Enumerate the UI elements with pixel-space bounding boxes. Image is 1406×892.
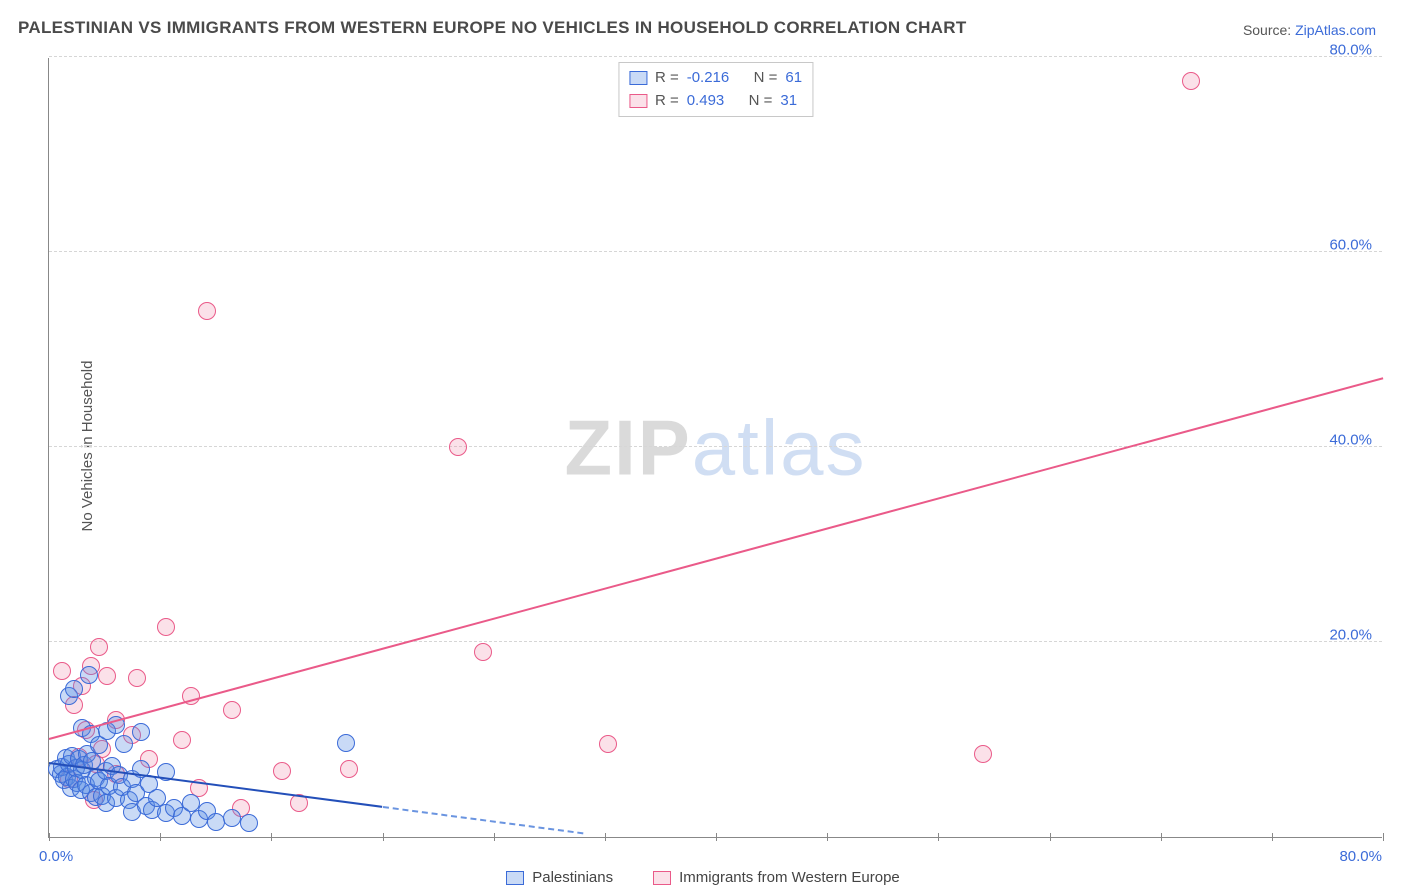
x-axis-max-label: 80.0% (1339, 848, 1382, 865)
data-point-pink (198, 302, 216, 320)
corr-row-blue: R = -0.216 N = 61 (629, 67, 802, 90)
data-point-blue (115, 735, 133, 753)
gridline (49, 641, 1382, 642)
data-point-pink (474, 643, 492, 661)
y-tick-label: 80.0% (1329, 42, 1372, 59)
n-label: N = (749, 90, 773, 113)
r-label: R = (655, 67, 679, 90)
data-point-pink (90, 638, 108, 656)
n-value: 31 (780, 90, 797, 113)
source-link[interactable]: ZipAtlas.com (1295, 22, 1376, 38)
r-value: -0.216 (687, 67, 730, 90)
source-label: Source: (1243, 22, 1291, 38)
x-tick (49, 833, 50, 841)
x-tick (271, 833, 272, 841)
swatch-blue-icon (629, 71, 647, 85)
chart-plot-area: ZIPatlas R = -0.216 N = 61 R = 0.493 N =… (48, 58, 1382, 838)
data-point-pink (223, 701, 241, 719)
gridline (49, 56, 1382, 57)
x-tick (1161, 833, 1162, 841)
data-point-pink (53, 662, 71, 680)
y-tick-label: 20.0% (1329, 627, 1372, 644)
data-point-pink (157, 618, 175, 636)
data-point-pink (974, 745, 992, 763)
swatch-blue-icon (506, 871, 524, 885)
x-tick (605, 833, 606, 841)
data-point-pink (98, 667, 116, 685)
data-point-pink (340, 760, 358, 778)
watermark: ZIPatlas (564, 402, 866, 493)
data-point-blue (337, 734, 355, 752)
data-point-blue (80, 666, 98, 684)
data-point-pink (173, 731, 191, 749)
x-tick (383, 833, 384, 841)
x-tick (1383, 833, 1384, 841)
x-tick (160, 833, 161, 841)
corr-row-pink: R = 0.493 N = 31 (629, 90, 802, 113)
series-legend: Palestinians Immigrants from Western Eur… (0, 869, 1406, 886)
trend-line-pink (49, 377, 1384, 740)
x-tick (938, 833, 939, 841)
x-axis-min-label: 0.0% (39, 848, 73, 865)
legend-label: Immigrants from Western Europe (679, 869, 900, 886)
legend-item-pink: Immigrants from Western Europe (653, 869, 900, 886)
data-point-blue (207, 813, 225, 831)
r-value: 0.493 (687, 90, 725, 113)
watermark-atlas: atlas (692, 403, 867, 491)
swatch-pink-icon (629, 94, 647, 108)
n-label: N = (754, 67, 778, 90)
swatch-pink-icon (653, 871, 671, 885)
data-point-pink (273, 762, 291, 780)
x-tick (1272, 833, 1273, 841)
y-tick-label: 40.0% (1329, 432, 1372, 449)
data-point-blue (182, 794, 200, 812)
x-tick (1050, 833, 1051, 841)
data-point-blue (65, 680, 83, 698)
data-point-pink (449, 438, 467, 456)
x-tick (827, 833, 828, 841)
x-tick (494, 833, 495, 841)
gridline (49, 251, 1382, 252)
x-tick (716, 833, 717, 841)
data-point-pink (1182, 72, 1200, 90)
data-point-blue (240, 814, 258, 832)
n-value: 61 (785, 67, 802, 90)
legend-label: Palestinians (532, 869, 613, 886)
chart-title: PALESTINIAN VS IMMIGRANTS FROM WESTERN E… (18, 18, 967, 38)
y-tick-label: 60.0% (1329, 237, 1372, 254)
r-label: R = (655, 90, 679, 113)
legend-item-blue: Palestinians (506, 869, 613, 886)
data-point-blue (132, 723, 150, 741)
data-point-pink (599, 735, 617, 753)
watermark-zip: ZIP (564, 403, 691, 491)
source-attribution: Source: ZipAtlas.com (1243, 22, 1376, 38)
data-point-blue (223, 809, 241, 827)
trend-line-blue-extrapolated (382, 806, 582, 834)
gridline (49, 446, 1382, 447)
correlation-legend: R = -0.216 N = 61 R = 0.493 N = 31 (618, 62, 813, 117)
data-point-pink (128, 669, 146, 687)
